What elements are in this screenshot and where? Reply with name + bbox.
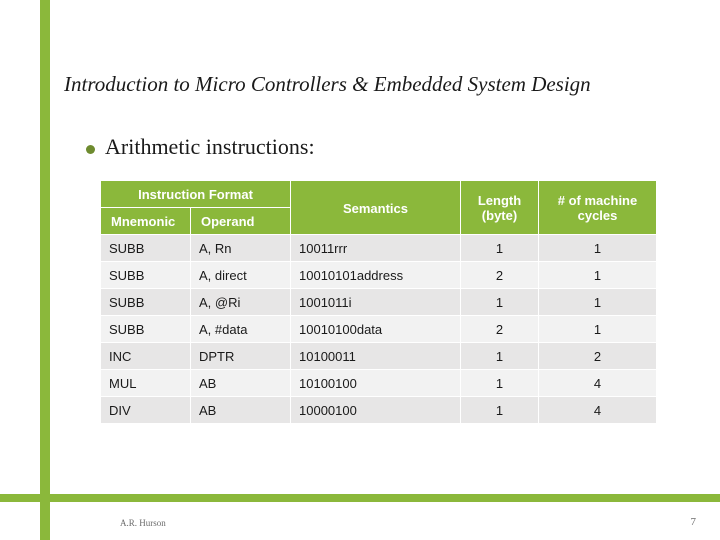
cell-operand: AB bbox=[191, 370, 291, 397]
instruction-table: Instruction Format Semantics Length (byt… bbox=[100, 180, 657, 424]
cell-length: 1 bbox=[461, 397, 539, 424]
table-row: MUL AB 10100100 1 4 bbox=[101, 370, 657, 397]
cell-mnemonic: SUBB bbox=[101, 316, 191, 343]
th-operand: Operand bbox=[191, 208, 291, 235]
th-cycles: # of machine cycles bbox=[539, 181, 657, 235]
accent-bar-horizontal bbox=[0, 494, 720, 502]
cell-mnemonic: SUBB bbox=[101, 235, 191, 262]
table-row: SUBB A, @Ri 1001011i 1 1 bbox=[101, 289, 657, 316]
cell-mnemonic: DIV bbox=[101, 397, 191, 424]
accent-bar-vertical bbox=[40, 0, 50, 540]
cell-operand: A, Rn bbox=[191, 235, 291, 262]
cell-semantics: 10100100 bbox=[291, 370, 461, 397]
cell-semantics: 10000100 bbox=[291, 397, 461, 424]
cell-cycles: 1 bbox=[539, 289, 657, 316]
cell-mnemonic: MUL bbox=[101, 370, 191, 397]
cell-operand: AB bbox=[191, 397, 291, 424]
footer-author: A.R. Hurson bbox=[120, 518, 166, 528]
cell-mnemonic: INC bbox=[101, 343, 191, 370]
table-row: SUBB A, Rn 10011rrr 1 1 bbox=[101, 235, 657, 262]
cell-length: 1 bbox=[461, 343, 539, 370]
cell-cycles: 4 bbox=[539, 370, 657, 397]
cell-length: 1 bbox=[461, 370, 539, 397]
cell-semantics: 10010100data bbox=[291, 316, 461, 343]
table-row: INC DPTR 10100011 1 2 bbox=[101, 343, 657, 370]
cell-operand: DPTR bbox=[191, 343, 291, 370]
bullet-icon bbox=[86, 145, 95, 154]
th-instruction-format: Instruction Format bbox=[101, 181, 291, 208]
bullet-text: Arithmetic instructions: bbox=[105, 134, 315, 160]
th-mnemonic: Mnemonic bbox=[101, 208, 191, 235]
cell-operand: A, direct bbox=[191, 262, 291, 289]
cell-length: 1 bbox=[461, 289, 539, 316]
cell-mnemonic: SUBB bbox=[101, 262, 191, 289]
cell-length: 2 bbox=[461, 262, 539, 289]
bullet-item: Arithmetic instructions: bbox=[86, 134, 315, 160]
cell-operand: A, @Ri bbox=[191, 289, 291, 316]
table-row: SUBB A, direct 10010101address 2 1 bbox=[101, 262, 657, 289]
cell-cycles: 2 bbox=[539, 343, 657, 370]
page-title: Introduction to Micro Controllers & Embe… bbox=[64, 72, 591, 97]
cell-semantics: 1001011i bbox=[291, 289, 461, 316]
cell-cycles: 4 bbox=[539, 397, 657, 424]
table-row: SUBB A, #data 10010100data 2 1 bbox=[101, 316, 657, 343]
table-body: SUBB A, Rn 10011rrr 1 1 SUBB A, direct 1… bbox=[101, 235, 657, 424]
cell-semantics: 10100011 bbox=[291, 343, 461, 370]
th-length: Length (byte) bbox=[461, 181, 539, 235]
table-row: DIV AB 10000100 1 4 bbox=[101, 397, 657, 424]
table-header-row-1: Instruction Format Semantics Length (byt… bbox=[101, 181, 657, 208]
cell-cycles: 1 bbox=[539, 316, 657, 343]
cell-length: 2 bbox=[461, 316, 539, 343]
cell-mnemonic: SUBB bbox=[101, 289, 191, 316]
th-semantics: Semantics bbox=[291, 181, 461, 235]
footer-page-number: 7 bbox=[691, 516, 697, 528]
cell-length: 1 bbox=[461, 235, 539, 262]
cell-semantics: 10010101address bbox=[291, 262, 461, 289]
cell-operand: A, #data bbox=[191, 316, 291, 343]
cell-cycles: 1 bbox=[539, 235, 657, 262]
cell-semantics: 10011rrr bbox=[291, 235, 461, 262]
cell-cycles: 1 bbox=[539, 262, 657, 289]
